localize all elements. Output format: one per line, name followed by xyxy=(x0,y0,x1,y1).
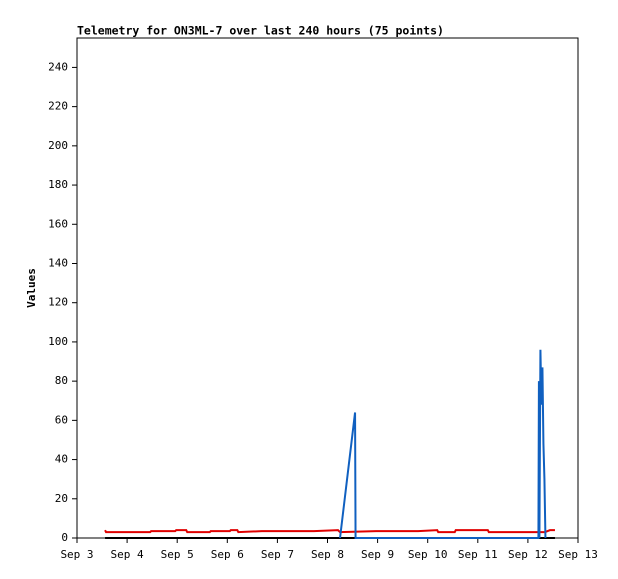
x-tick-label: Sep 5 xyxy=(161,548,194,561)
y-tick-label: 40 xyxy=(55,453,68,466)
y-tick-label: 100 xyxy=(48,335,68,348)
y-tick-label: 0 xyxy=(61,531,68,544)
x-tick-label: Sep 10 xyxy=(408,548,448,561)
x-tick-label: Sep 8 xyxy=(311,548,344,561)
y-tick-label: 160 xyxy=(48,217,68,230)
x-tick-label: Sep 12 xyxy=(508,548,548,561)
y-tick-label: 20 xyxy=(55,492,68,505)
chart-title: Telemetry for ON3ML-7 over last 240 hour… xyxy=(77,24,444,38)
series-line xyxy=(339,349,547,539)
y-axis-label: Values xyxy=(25,268,38,308)
y-tick-label: 140 xyxy=(48,256,68,269)
x-tick-label: Sep 6 xyxy=(211,548,244,561)
x-tick-label: Sep 7 xyxy=(261,548,294,561)
x-tick-label: Sep 11 xyxy=(458,548,498,561)
series-line xyxy=(104,529,555,534)
y-tick-label: 240 xyxy=(48,60,68,73)
x-tick-label: Sep 4 xyxy=(111,548,144,561)
y-tick-label: 60 xyxy=(55,413,68,426)
y-tick-label: 200 xyxy=(48,139,68,152)
x-tick-label: Sep 9 xyxy=(361,548,394,561)
y-tick-label: 180 xyxy=(48,178,68,191)
y-tick-label: 120 xyxy=(48,296,68,309)
y-tick-label: 80 xyxy=(55,374,68,387)
x-tick-label: Sep 13 xyxy=(558,548,598,561)
x-tick-label: Sep 3 xyxy=(60,548,93,561)
y-tick-label: 220 xyxy=(48,100,68,113)
